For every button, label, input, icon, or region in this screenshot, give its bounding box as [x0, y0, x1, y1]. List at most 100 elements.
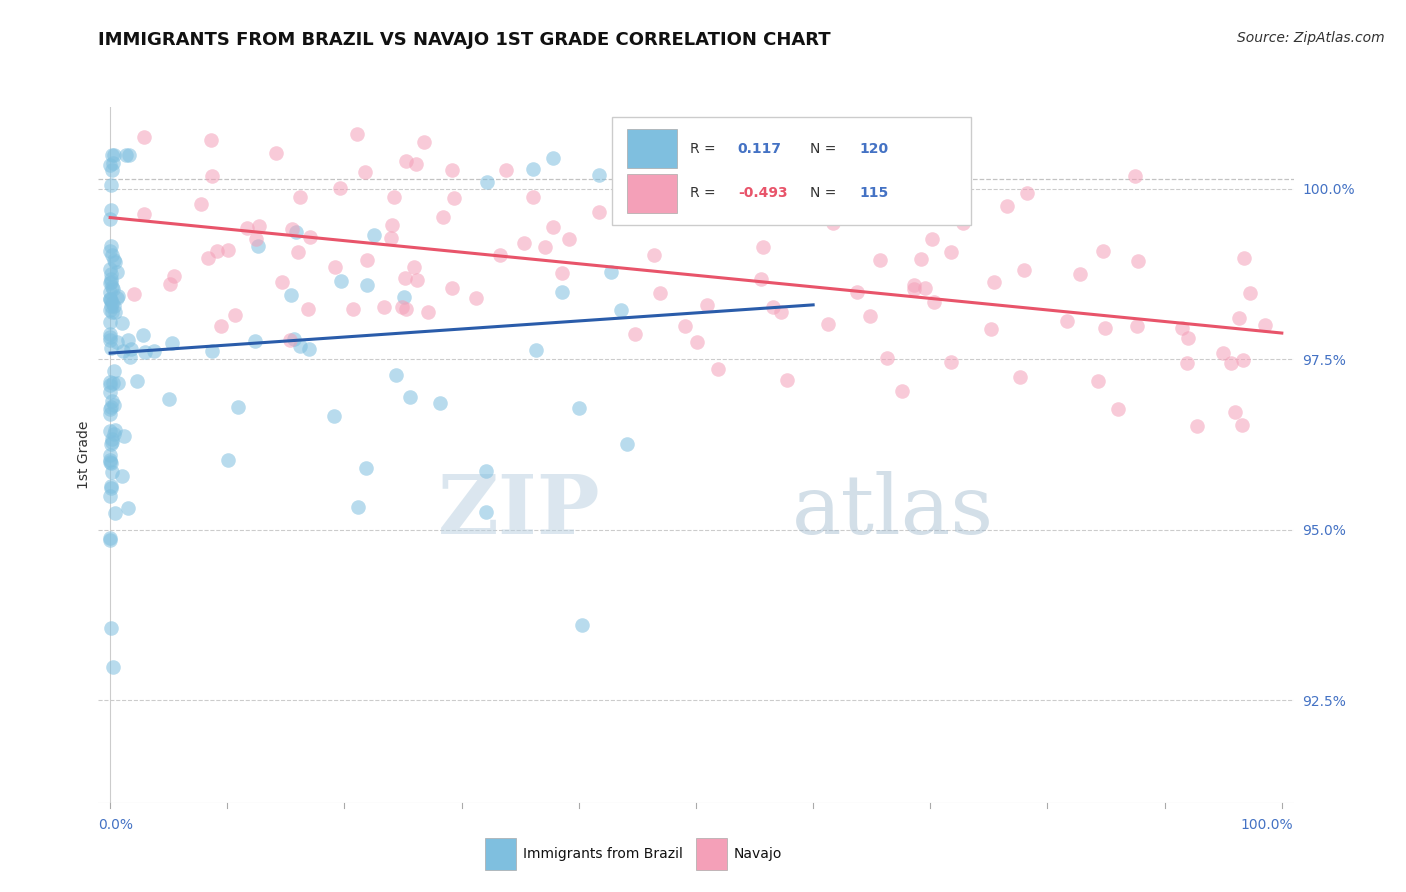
Point	[103, 300, 125, 314]
Point	[1212, 346, 1234, 360]
Point	[100, 456, 122, 470]
Point	[98, 424, 121, 438]
Point	[190, 197, 212, 211]
Point	[107, 335, 129, 350]
Point	[122, 287, 145, 301]
Point	[643, 202, 665, 217]
Point	[217, 453, 239, 467]
Point	[98, 333, 121, 347]
Point	[821, 216, 844, 230]
Point	[1185, 418, 1208, 433]
Point	[101, 282, 124, 296]
Point	[1092, 244, 1115, 258]
Text: R =: R =	[690, 142, 716, 156]
Point	[413, 135, 436, 149]
Point	[941, 244, 963, 259]
Point	[100, 276, 122, 290]
Point	[101, 248, 124, 262]
Point	[264, 146, 287, 161]
Point	[751, 271, 773, 285]
Text: IMMIGRANTS FROM BRAZIL VS NAVAJO 1ST GRADE CORRELATION CHART: IMMIGRANTS FROM BRAZIL VS NAVAJO 1ST GRA…	[98, 31, 831, 49]
Text: 120: 120	[859, 142, 889, 156]
Point	[342, 302, 364, 317]
Point	[1232, 418, 1254, 433]
Point	[98, 330, 121, 344]
Point	[513, 235, 536, 250]
Point	[395, 153, 418, 168]
Point	[98, 292, 121, 306]
Text: Source: ZipAtlas.com: Source: ZipAtlas.com	[1237, 31, 1385, 45]
Point	[247, 219, 270, 233]
Point	[624, 326, 647, 341]
Point	[325, 260, 347, 274]
Point	[100, 158, 122, 172]
Point	[983, 275, 1005, 289]
Point	[283, 333, 305, 347]
Point	[696, 298, 718, 312]
Point	[100, 280, 122, 294]
Point	[903, 278, 925, 293]
Point	[817, 317, 839, 331]
Point	[100, 293, 122, 308]
Point	[298, 229, 321, 244]
Text: Navajo: Navajo	[734, 847, 782, 861]
Bar	[627, 129, 676, 169]
Point	[995, 199, 1018, 213]
Point	[621, 176, 644, 190]
Point	[1177, 331, 1199, 345]
Point	[104, 423, 127, 437]
Text: atlas: atlas	[792, 471, 994, 550]
Point	[385, 368, 408, 383]
Point	[278, 333, 301, 347]
Point	[347, 500, 370, 514]
Text: ZIP: ZIP	[437, 471, 600, 550]
Point	[100, 268, 122, 282]
Point	[354, 165, 377, 179]
Point	[475, 175, 498, 189]
Point	[98, 277, 121, 291]
Point	[1012, 263, 1035, 277]
Point	[588, 205, 610, 219]
Point	[891, 384, 914, 399]
Point	[392, 290, 415, 304]
Point	[118, 148, 141, 162]
Point	[522, 162, 544, 177]
Point	[117, 333, 139, 347]
Point	[288, 190, 311, 204]
Point	[236, 221, 259, 235]
Point	[100, 437, 122, 451]
Point	[845, 285, 868, 299]
Point	[673, 318, 696, 333]
Point	[980, 322, 1002, 336]
Point	[405, 157, 427, 171]
Text: N =: N =	[810, 142, 837, 156]
Point	[952, 216, 974, 230]
Point	[105, 291, 128, 305]
Point	[200, 343, 222, 358]
Point	[224, 308, 246, 322]
Point	[103, 398, 125, 412]
Point	[903, 282, 925, 296]
Point	[939, 355, 962, 369]
Point	[921, 232, 943, 246]
Point	[162, 335, 184, 350]
Point	[103, 426, 125, 441]
Point	[100, 292, 122, 306]
Point	[243, 334, 266, 348]
Point	[1239, 285, 1261, 300]
Point	[568, 401, 591, 416]
Point	[394, 271, 416, 285]
Text: 115: 115	[859, 186, 889, 201]
Point	[356, 252, 378, 267]
Point	[101, 660, 124, 674]
Point	[98, 384, 121, 399]
Point	[600, 265, 623, 279]
Point	[100, 400, 122, 414]
Point	[281, 221, 304, 235]
Point	[380, 231, 402, 245]
Point	[395, 301, 418, 316]
Point	[1087, 374, 1109, 388]
Point	[98, 262, 121, 277]
Point	[107, 289, 129, 303]
Point	[111, 343, 134, 358]
